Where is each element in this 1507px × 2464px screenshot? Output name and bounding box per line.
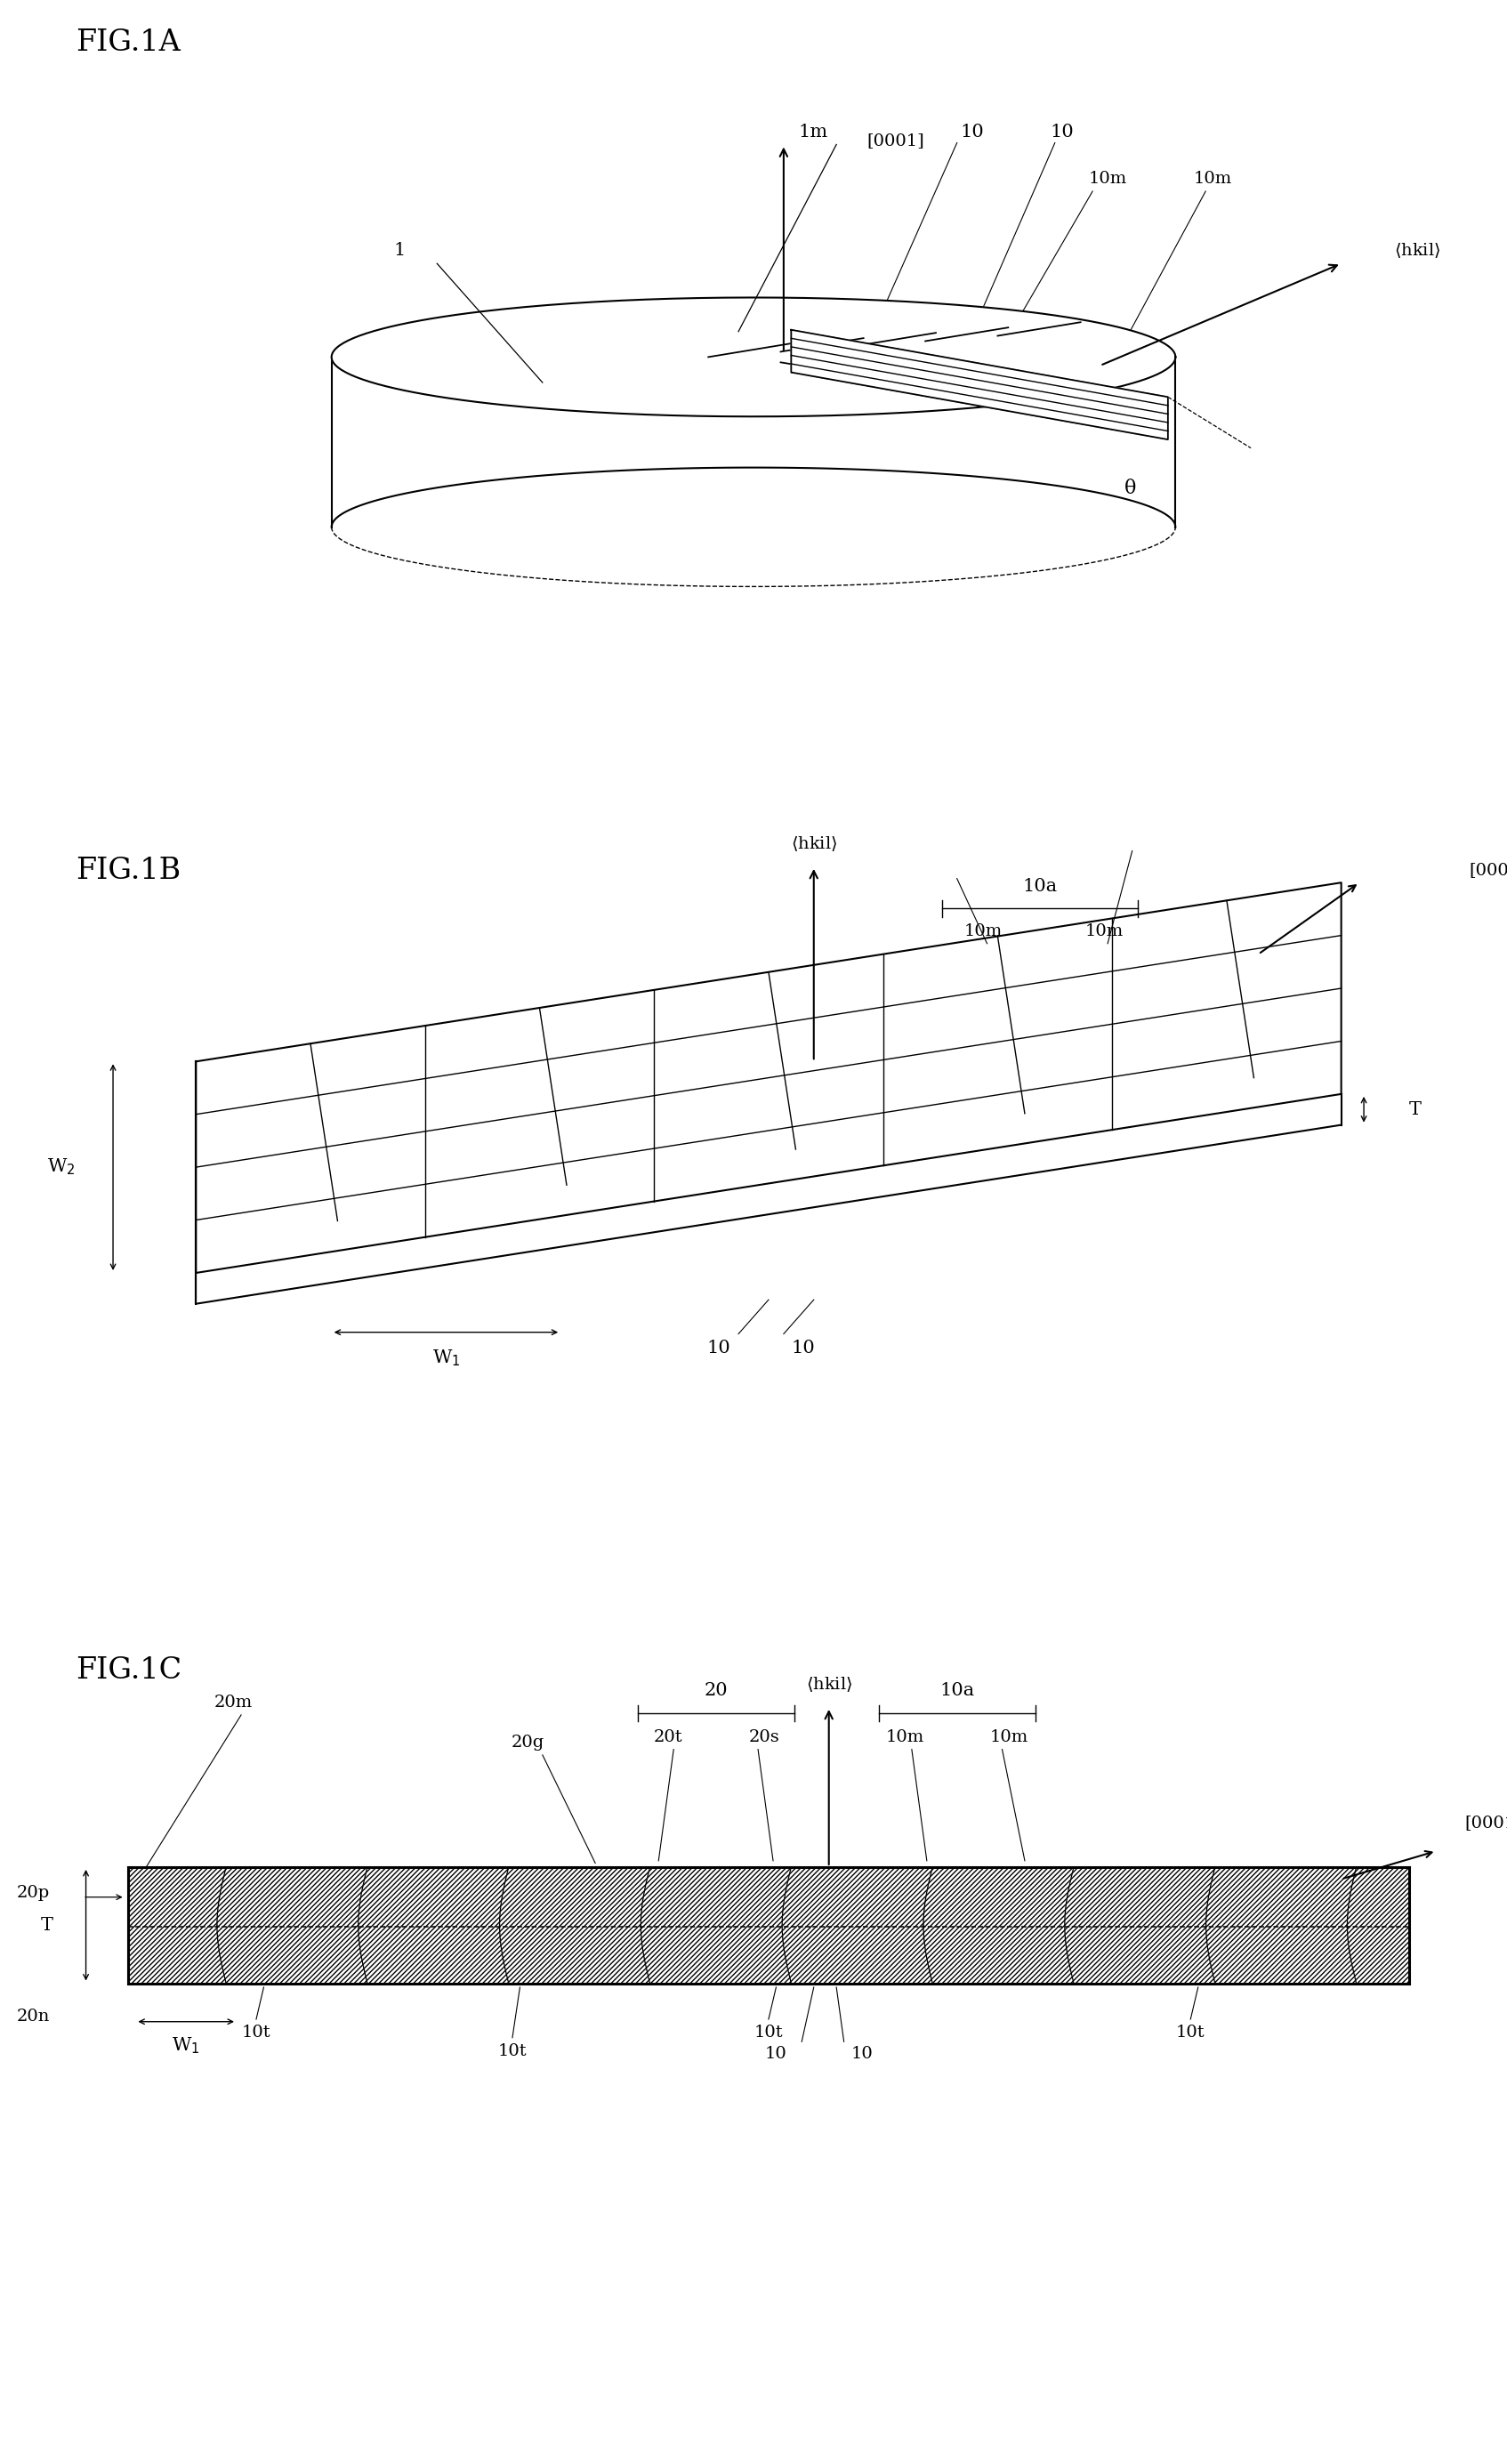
Text: 1: 1 — [393, 241, 405, 259]
Text: [0001]: [0001] — [1465, 1816, 1507, 1831]
Text: FIG.1B: FIG.1B — [75, 855, 181, 885]
Text: 10: 10 — [764, 2045, 787, 2062]
Polygon shape — [332, 298, 1175, 416]
Text: T: T — [41, 1917, 53, 1934]
Text: [0001]: [0001] — [867, 133, 924, 148]
Text: 10t: 10t — [754, 2025, 784, 2040]
Text: 20t: 20t — [654, 1730, 683, 1745]
Polygon shape — [791, 330, 1168, 439]
Text: 10t: 10t — [497, 2043, 527, 2060]
Text: $\langle$hkil$\rangle$: $\langle$hkil$\rangle$ — [1394, 241, 1441, 261]
Text: $\langle$hkil$\rangle$: $\langle$hkil$\rangle$ — [791, 835, 836, 853]
Text: 10: 10 — [791, 1340, 815, 1358]
Text: 10m: 10m — [1085, 924, 1124, 939]
Text: W$_1$: W$_1$ — [172, 2035, 200, 2055]
Text: [0001]: [0001] — [1469, 862, 1507, 877]
Text: 10: 10 — [851, 2045, 874, 2062]
Polygon shape — [196, 882, 1341, 1274]
Text: 1m: 1m — [799, 123, 829, 140]
Text: W$_2$: W$_2$ — [47, 1158, 75, 1178]
Text: 20g: 20g — [511, 1735, 544, 1752]
Text: 10t: 10t — [1175, 2025, 1206, 2040]
Text: 10m: 10m — [885, 1730, 924, 1745]
Text: T: T — [1409, 1101, 1421, 1119]
Text: 10t: 10t — [241, 2025, 271, 2040]
Text: 10: 10 — [1050, 123, 1074, 140]
Text: $\langle$hkil$\rangle$: $\langle$hkil$\rangle$ — [806, 1676, 851, 1693]
Text: θ: θ — [1124, 478, 1136, 498]
Text: 10m: 10m — [1088, 170, 1127, 187]
Text: 10: 10 — [960, 123, 984, 140]
Text: 10a: 10a — [1022, 877, 1058, 894]
Bar — [128, 1868, 1409, 1927]
Text: 10a: 10a — [939, 1683, 975, 1700]
Text: FIG.1C: FIG.1C — [75, 1656, 181, 1685]
Text: 20p: 20p — [17, 1885, 50, 1902]
Text: 10m: 10m — [1194, 170, 1233, 187]
Text: 20: 20 — [704, 1683, 728, 1700]
Bar — [128, 1927, 1409, 1984]
Text: 10m: 10m — [990, 1730, 1029, 1745]
Text: 10m: 10m — [963, 924, 1002, 939]
Text: FIG.1A: FIG.1A — [75, 27, 181, 57]
Text: 20n: 20n — [17, 2008, 50, 2025]
Text: W$_1$: W$_1$ — [433, 1348, 460, 1368]
Text: 20m: 20m — [214, 1695, 253, 1710]
Text: 10: 10 — [707, 1340, 731, 1358]
Text: 20s: 20s — [749, 1730, 781, 1745]
